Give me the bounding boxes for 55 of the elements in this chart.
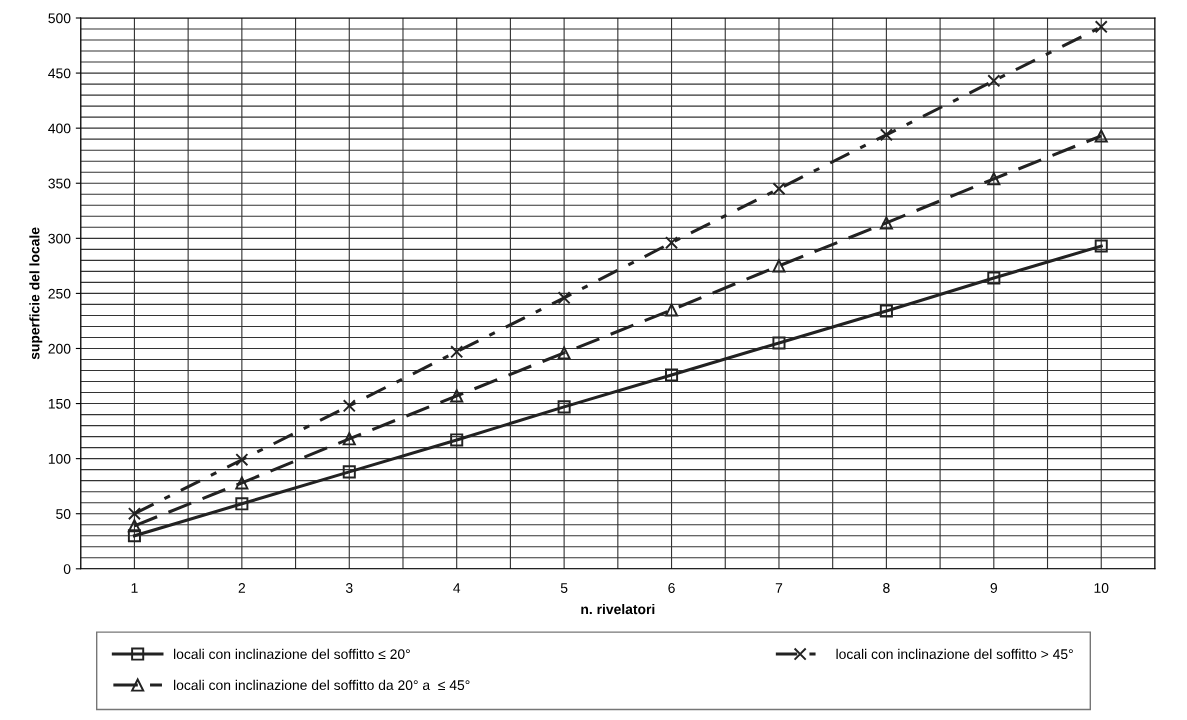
x-tick-label: 4 xyxy=(453,583,461,593)
y-tick-label: 400 xyxy=(48,123,71,134)
point xyxy=(235,476,249,490)
point xyxy=(1094,239,1108,253)
point xyxy=(987,271,1001,285)
point xyxy=(557,400,571,414)
point xyxy=(665,368,679,382)
legend-label: locali con inclinazione del soffitto ≤ 20° xyxy=(174,648,410,660)
x-tick-label: 10 xyxy=(1094,583,1109,593)
x-tick-label: 7 xyxy=(775,583,783,593)
point xyxy=(879,304,893,318)
point xyxy=(342,399,356,413)
x-tick-label: 1 xyxy=(131,583,138,593)
point xyxy=(235,497,249,511)
x-tick-label: 2 xyxy=(238,583,246,593)
x-tick-label: 9 xyxy=(990,583,998,593)
point xyxy=(987,172,1001,186)
y-tick-label: 500 xyxy=(48,13,71,24)
point xyxy=(665,236,679,250)
y-tick-label: 150 xyxy=(48,398,71,409)
point xyxy=(772,336,786,350)
y-tick-label: 450 xyxy=(48,68,71,79)
point xyxy=(1094,20,1108,34)
point xyxy=(450,345,464,359)
x-tick-label: 5 xyxy=(560,583,568,593)
legend-label: locali con inclinazione del soffitto da 20° a ≤ 45° xyxy=(174,679,470,691)
x-tick-label: 3 xyxy=(345,583,353,593)
point xyxy=(342,432,356,446)
x-tick-label: 6 xyxy=(668,583,675,593)
point xyxy=(235,453,249,467)
point xyxy=(127,507,141,521)
x-tick-label: 8 xyxy=(883,583,890,593)
y-tick-label: 300 xyxy=(48,233,71,244)
point xyxy=(450,389,464,403)
point xyxy=(879,128,893,142)
y-tick-label: 200 xyxy=(48,343,71,354)
x-axis-title: n. rivelatori xyxy=(581,603,655,615)
y-tick-label: 0 xyxy=(63,564,71,574)
point xyxy=(557,346,571,360)
point xyxy=(987,74,1001,88)
point xyxy=(772,182,786,196)
point xyxy=(1094,129,1108,143)
point xyxy=(127,519,141,533)
legend-label: locali con inclinazione del soffitto > 45° xyxy=(836,648,1073,660)
y-tick-label: 350 xyxy=(48,178,71,189)
point xyxy=(450,433,464,447)
y-tick-label: 100 xyxy=(48,453,71,464)
point xyxy=(342,465,356,479)
point xyxy=(879,216,893,230)
point xyxy=(772,259,786,273)
y-tick-label: 250 xyxy=(48,288,71,299)
y-tick-label: 50 xyxy=(56,509,71,519)
point xyxy=(665,303,679,317)
y-axis-title: superficie del locale xyxy=(29,227,43,360)
point xyxy=(127,529,141,543)
